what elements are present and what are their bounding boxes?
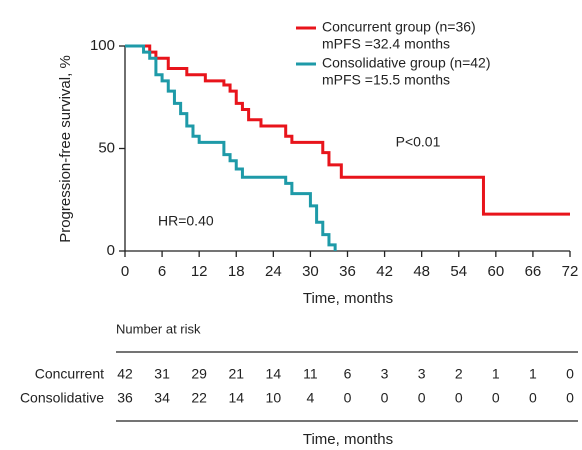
risk-value: 6	[344, 366, 352, 382]
x-tick-label: 6	[158, 263, 166, 280]
risk-value: 29	[191, 366, 207, 382]
survival-curve	[125, 44, 337, 251]
risk-value: 31	[154, 366, 170, 382]
risk-value: 34	[154, 390, 170, 406]
y-tick-label: 100	[90, 37, 115, 54]
x-tick-label: 0	[121, 263, 129, 280]
risk-value: 42	[117, 366, 133, 382]
x-tick-label: 30	[302, 263, 319, 280]
y-tick-label: 50	[98, 139, 115, 156]
risk-value: 21	[228, 366, 244, 382]
risk-value: 14	[228, 390, 244, 406]
x-tick-label: 66	[525, 263, 542, 280]
risk-value: 0	[344, 390, 352, 406]
risk-value: 2	[455, 366, 463, 382]
annotation: HR=0.40	[158, 213, 214, 229]
risk-value: 0	[492, 390, 500, 406]
risk-value: 0	[418, 390, 426, 406]
x-tick-label: 36	[339, 263, 356, 280]
risk-title: Number at risk	[116, 321, 201, 336]
x-tick-label: 48	[413, 263, 430, 280]
legend-note: mPFS =32.4 months	[322, 36, 450, 52]
x-tick-label: 42	[376, 263, 393, 280]
y-axis-label: Progression-free survival, %	[57, 55, 74, 243]
risk-value: 0	[455, 390, 463, 406]
risk-xlabel: Time, months	[303, 431, 393, 448]
risk-value: 0	[529, 390, 537, 406]
legend-label: Concurrent group (n=36)	[322, 19, 476, 35]
annotation: P<0.01	[396, 134, 441, 150]
risk-row-label: Consolidative	[20, 390, 104, 406]
x-tick-label: 54	[450, 263, 467, 280]
risk-value: 0	[566, 366, 574, 382]
risk-value: 0	[566, 390, 574, 406]
legend-note: mPFS =15.5 months	[322, 72, 450, 88]
x-tick-label: 72	[562, 263, 579, 280]
x-tick-label: 24	[265, 263, 282, 280]
risk-value: 1	[529, 366, 537, 382]
survival-curve	[125, 44, 570, 216]
risk-value: 10	[266, 390, 282, 406]
risk-value: 14	[266, 366, 282, 382]
x-tick-label: 12	[191, 263, 208, 280]
y-tick-label: 0	[107, 242, 115, 259]
x-tick-label: 60	[487, 263, 504, 280]
risk-value: 22	[191, 390, 207, 406]
risk-value: 4	[307, 390, 315, 406]
x-tick-label: 18	[228, 263, 245, 280]
risk-value: 36	[117, 390, 133, 406]
risk-value: 1	[492, 366, 500, 382]
risk-value: 3	[381, 366, 389, 382]
risk-value: 3	[418, 366, 426, 382]
legend-label: Consolidative group (n=42)	[322, 55, 491, 71]
risk-row-label: Concurrent	[35, 366, 104, 382]
risk-value: 11	[303, 366, 318, 382]
risk-value: 0	[381, 390, 389, 406]
x-axis-label: Time, months	[303, 290, 393, 307]
